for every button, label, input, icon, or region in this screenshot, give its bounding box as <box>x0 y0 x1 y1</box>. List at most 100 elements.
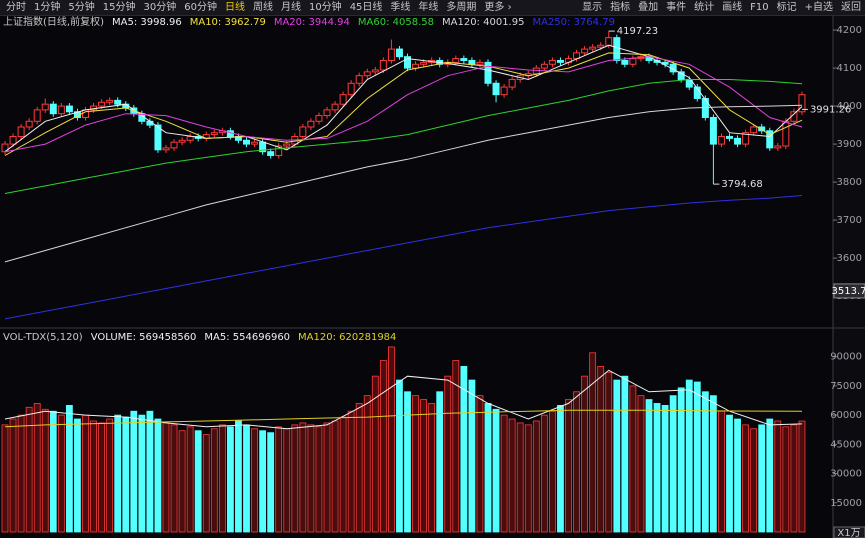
toolbar-tab[interactable]: 45日线 <box>349 2 383 13</box>
toolbar-tab[interactable]: 15分钟 <box>102 2 136 13</box>
volume-bar <box>645 399 653 533</box>
toolbar-tab[interactable]: 季线 <box>390 2 411 13</box>
candle-body <box>452 58 460 63</box>
volume-bar <box>291 424 299 533</box>
toolbar-tab[interactable]: 指标 <box>610 2 631 13</box>
y-tick-label: 15000 <box>830 498 862 509</box>
volume-bar <box>404 391 411 533</box>
toolbar-tab[interactable]: 显示 <box>582 2 603 13</box>
toolbar-tab[interactable]: 5分钟 <box>68 2 95 13</box>
toolbar-tab[interactable]: 10分钟 <box>308 2 342 13</box>
cursor-price-box <box>833 283 865 299</box>
volume-bar <box>347 410 355 533</box>
toolbar-tab[interactable]: 月线 <box>280 2 301 13</box>
volume-bar <box>251 428 258 533</box>
volume-bar <box>597 366 605 533</box>
volume-bar <box>194 430 202 533</box>
candle-body <box>65 105 73 113</box>
candle-body <box>82 109 89 118</box>
candle-body <box>355 75 363 84</box>
candle-body <box>613 37 621 61</box>
candle-body <box>734 137 742 145</box>
candle-body <box>774 145 782 149</box>
volume-bar <box>162 422 170 533</box>
toolbar-tab[interactable]: 更多 › <box>484 2 512 13</box>
annotation-label: 4197.23 <box>617 26 658 37</box>
volume-bar <box>275 426 283 533</box>
candle-body <box>766 130 774 149</box>
volume-bar <box>420 399 428 533</box>
volume-bar <box>549 410 556 533</box>
toolbar-tab[interactable]: 叠加 <box>638 2 659 13</box>
candle-body <box>717 135 725 145</box>
toolbar-tab[interactable]: 日线 <box>224 2 245 13</box>
ma-line <box>4 104 803 263</box>
candle-body <box>154 124 162 151</box>
volume-bar <box>460 366 468 533</box>
volume-bar <box>605 371 613 533</box>
candle-body <box>33 109 41 122</box>
candle-body <box>726 135 733 139</box>
toolbar-tab[interactable]: 返回 <box>841 2 861 13</box>
candle-body <box>299 126 307 137</box>
candle-body <box>492 82 500 96</box>
volume-bar <box>516 422 524 533</box>
volume-bar <box>766 418 774 533</box>
volume-bar <box>130 410 138 533</box>
candle-body <box>283 143 291 147</box>
volume-bar <box>742 424 749 533</box>
volume-bar <box>226 426 234 533</box>
legend-entry: MA5: 554696960 <box>204 332 290 343</box>
ma-line <box>4 44 803 153</box>
ma-line <box>4 195 803 320</box>
volume-bar <box>122 416 130 533</box>
volume-bar <box>379 360 387 533</box>
legend-entry: MA120: 4001.95 <box>442 17 524 28</box>
candle-body <box>508 78 516 88</box>
toolbar-tab[interactable]: 画线 <box>722 2 743 13</box>
volume-bar <box>202 434 210 533</box>
volume-bar <box>396 379 403 533</box>
candle-body <box>387 48 395 61</box>
candle-body <box>98 101 106 107</box>
toolbar-tab[interactable]: 分时 <box>6 2 26 13</box>
volume-bar <box>323 422 331 533</box>
toolbar-tab[interactable]: F10 <box>750 2 769 13</box>
volume-bar <box>17 414 25 533</box>
volume-bar <box>710 395 717 533</box>
volume-bar <box>468 379 476 533</box>
y-tick-label: 3600 <box>837 253 862 264</box>
volume-bar <box>218 424 226 533</box>
toolbar-tab[interactable]: 标记 <box>776 2 797 13</box>
volume-bar <box>589 352 597 533</box>
y-tick-label: 90000 <box>830 352 862 363</box>
volume-bar <box>613 379 621 533</box>
volume-bar <box>210 428 218 533</box>
candle-body <box>243 139 250 145</box>
candle-body <box>323 109 331 117</box>
toolbar-tab[interactable]: 事件 <box>666 2 687 13</box>
unit-label: X1万 <box>837 528 860 538</box>
toolbar-tab[interactable]: 30分钟 <box>143 2 177 13</box>
toolbar-tab[interactable]: 年线 <box>418 2 439 13</box>
unit-box <box>833 526 865 538</box>
volume-bar <box>734 418 741 533</box>
volume-bar <box>106 418 114 533</box>
legend-entry: MA60: 4058.58 <box>358 17 434 28</box>
candle-body <box>267 151 275 156</box>
candle-body <box>500 86 508 96</box>
y-tick-label: 45000 <box>830 439 862 450</box>
toolbar-tab[interactable]: 周线 <box>252 2 273 13</box>
volume-bar <box>299 422 307 533</box>
candle-body <box>782 120 790 147</box>
volume-bar <box>508 418 516 533</box>
toolbar-tab[interactable]: 1分钟 <box>34 2 61 13</box>
volume-bar <box>355 403 363 533</box>
toolbar-tab[interactable]: 60分钟 <box>184 2 217 13</box>
toolbar-tab[interactable]: 多周期 <box>446 2 477 13</box>
volume-bar <box>331 420 339 533</box>
toolbar-tab[interactable]: 统计 <box>694 2 715 13</box>
candle-body <box>709 116 717 145</box>
candle-body <box>315 115 323 122</box>
toolbar-tab[interactable]: +自选 <box>804 2 833 13</box>
